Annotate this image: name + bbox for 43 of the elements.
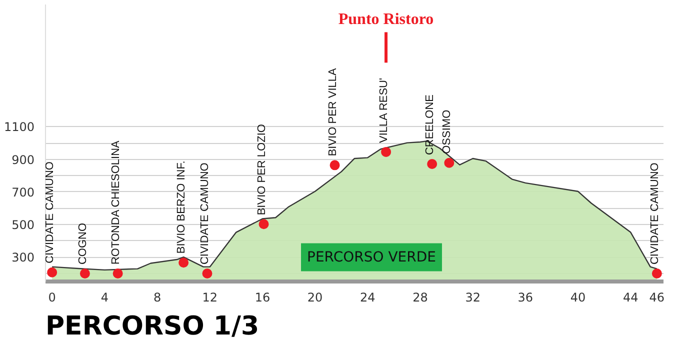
point (444, 158, 454, 168)
x-tick-label: 12 (202, 290, 218, 304)
point (427, 159, 438, 170)
data-label: CREELONE (424, 94, 436, 156)
x-tick-label: 28 (412, 290, 428, 304)
x-tick-label: 0 (48, 290, 56, 304)
point (178, 258, 189, 268)
x-tick-label: 36 (518, 290, 534, 304)
x-tick-label: 32 (465, 290, 480, 304)
annotation: PERCORSO VERDE (307, 249, 436, 266)
x-tick-label: 44 (622, 290, 638, 304)
y-tick-label: 500 (12, 218, 34, 232)
annotation: Punto Ristoro (338, 11, 434, 28)
x-tick-label: 8 (153, 290, 162, 304)
x-tick-label: 20 (307, 290, 323, 304)
point (652, 268, 662, 279)
point (202, 268, 212, 279)
point (47, 267, 58, 278)
data-label: CIVIDATE CAMUNO (199, 162, 212, 265)
text: PERCORSO 1/3 (46, 312, 260, 342)
data-label: ROTONDA CHIESOLINA (110, 140, 122, 265)
x-tick-label: 40 (570, 290, 586, 304)
point (381, 146, 392, 157)
data-label: BIVIO BERZO INF. (176, 160, 188, 254)
y-tick-label: 900 (12, 152, 34, 167)
x-tick-label: 16 (254, 290, 270, 304)
data-label: VILLA RESU' (378, 78, 390, 143)
y-tick-label: 1100 (4, 120, 35, 134)
data-label: COGNO (76, 222, 89, 265)
y-tick-label: 700 (12, 185, 34, 200)
x-tick-label: 46 (649, 290, 665, 304)
y-tick-label: 300 (12, 250, 34, 265)
point (80, 268, 90, 279)
x-tick-label: 4 (100, 290, 108, 304)
x-tick-label: 24 (360, 290, 376, 304)
point (330, 160, 340, 170)
data-label: CIVIDATE CAMUNO (44, 161, 56, 264)
point (258, 219, 269, 230)
data-label: BIVIO PER LOZIO (256, 124, 268, 216)
data-label: CIVIDATE CAMUNO (648, 162, 661, 265)
data-label: OSSIMO (441, 109, 454, 154)
point (112, 268, 123, 279)
data-label: BIVIO PER VILLA (326, 67, 339, 156)
